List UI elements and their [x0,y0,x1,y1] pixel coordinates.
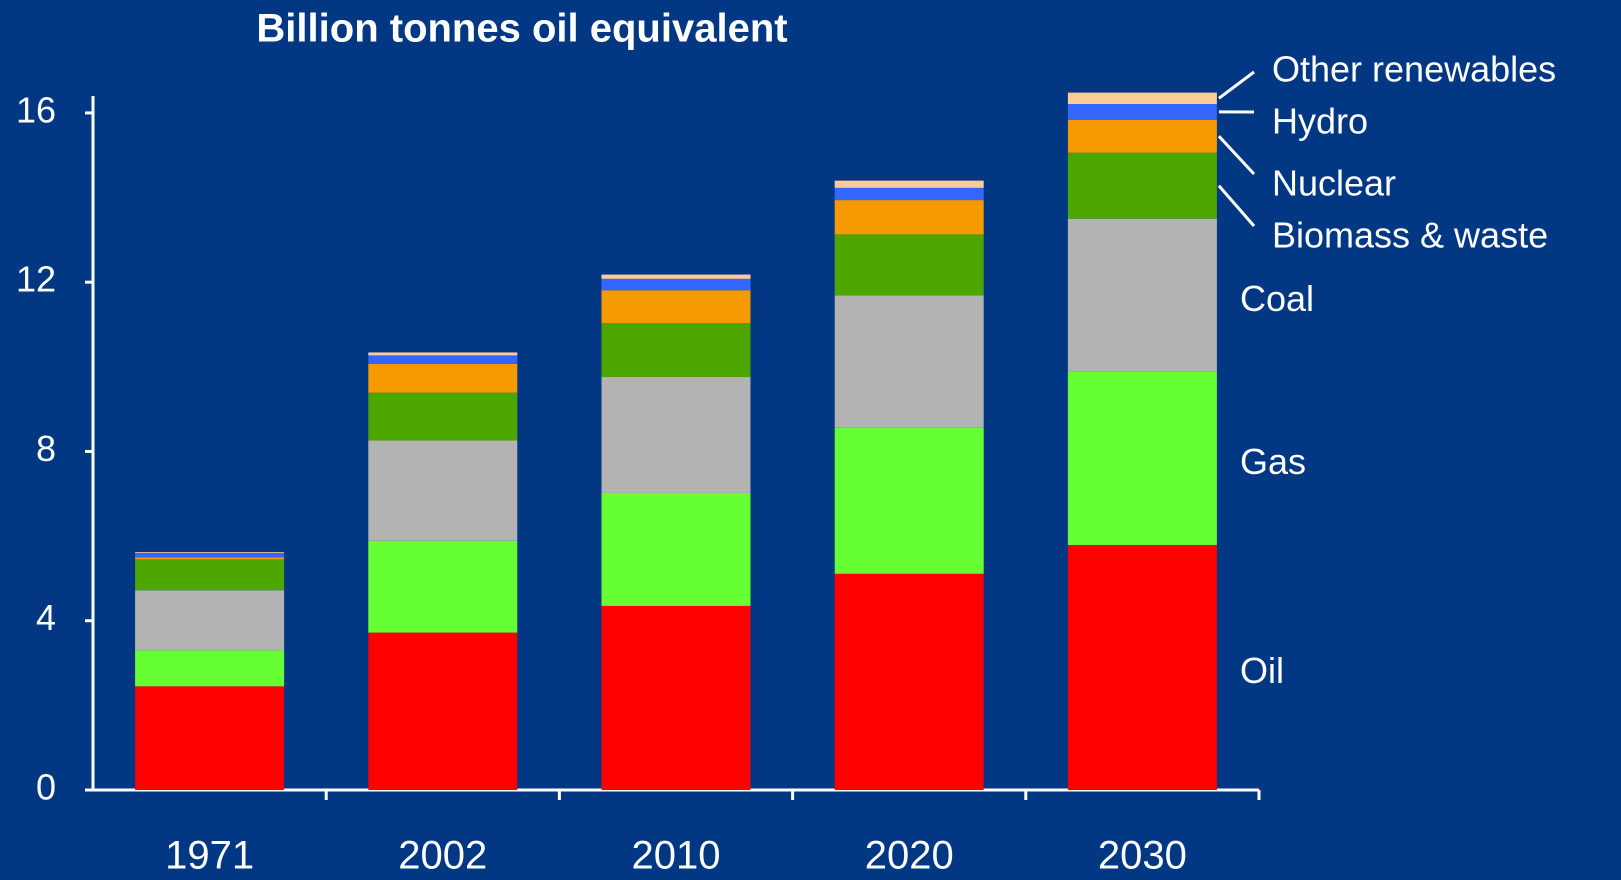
bar-segment [834,180,984,188]
bar-segment [601,605,751,790]
y-tick-label: 16 [16,89,56,130]
bar-segment [1067,544,1217,790]
bar-segment [368,632,518,790]
bar-segment [135,552,285,554]
bar-segment [135,590,285,651]
bar-segment [135,557,285,560]
bar-segment [834,295,984,428]
series-label: Other renewables [1272,49,1556,90]
leader-line [1217,70,1255,100]
chart-title: Billion tonnes oil equivalent [256,7,787,51]
bar-segment [1067,92,1217,105]
series-label: Oil [1240,650,1284,691]
bar-segment [601,376,751,493]
y-tick-label: 4 [36,597,56,638]
bar-segment [368,540,518,633]
leader-line [1217,135,1256,176]
bar-segment [601,290,751,324]
series-label: Hydro [1272,101,1368,142]
bar-segment [368,440,518,541]
bar-segment [368,392,518,441]
bar-segment [834,200,984,235]
bar-segment [135,686,285,790]
bar-segment [1067,218,1217,372]
x-tick-label: 2010 [632,834,721,878]
bar-segment [1067,371,1217,545]
bar-segment [601,492,751,606]
bar-segment [834,573,984,790]
bar-segment [1067,152,1217,219]
x-tick-label: 2020 [865,834,954,878]
bar-segment [834,187,984,201]
series-label: Gas [1240,441,1306,482]
x-tick-label: 1971 [165,834,254,878]
bar-segment [135,559,285,591]
series-label: Biomass & waste [1272,215,1548,256]
bar-segment [135,553,285,558]
x-tick-label: 2030 [1098,834,1187,878]
bar-segment [368,352,518,356]
series-label: Coal [1240,278,1314,319]
y-tick-label: 0 [36,767,56,808]
bar-segment [834,234,984,296]
bar-segment [601,323,751,377]
y-tick-label: 8 [36,428,56,469]
x-tick-label: 2002 [398,834,487,878]
bar-segment [1067,119,1217,153]
y-tick-label: 12 [16,259,56,300]
bar-segment [368,355,518,364]
bar-segment [1067,104,1217,120]
bar-segment [368,363,518,393]
bar-segment [834,427,984,574]
bar-segment [135,650,285,687]
bar-segment [601,278,751,291]
series-label: Nuclear [1272,163,1396,204]
leader-line [1217,184,1256,227]
bar-segment [601,274,751,279]
